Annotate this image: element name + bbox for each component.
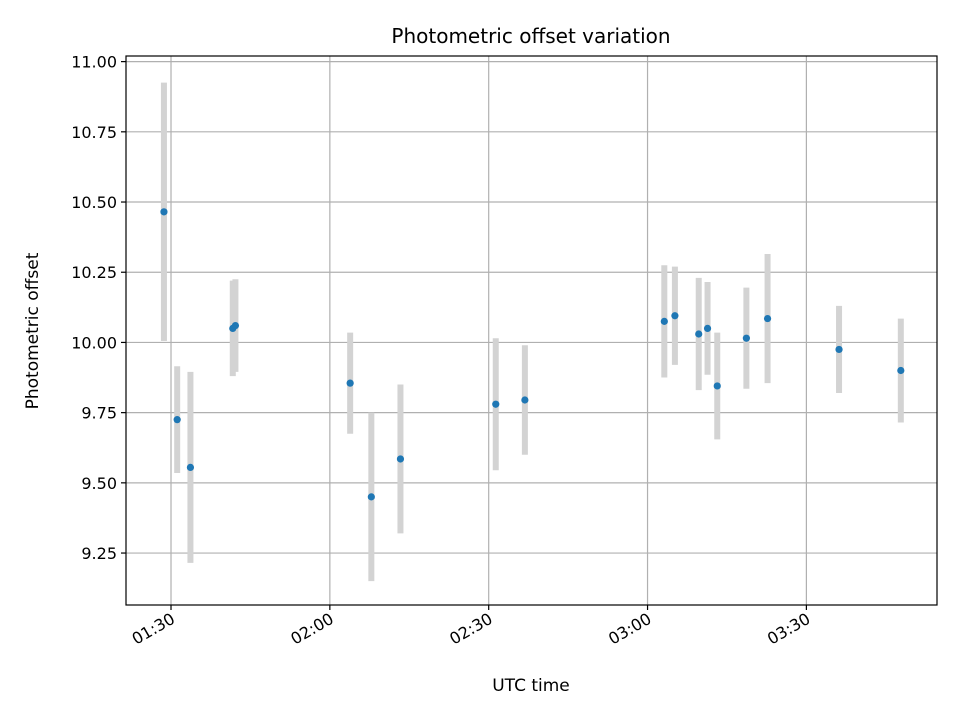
data-point (703, 324, 712, 332)
plot-frame (125, 55, 938, 606)
y-axis-label: Photometric offset (23, 252, 43, 409)
data-point (367, 493, 375, 501)
y-tick-label: 9.25 (81, 544, 117, 563)
data-point (897, 366, 905, 375)
data-point (660, 317, 668, 325)
y-tick-label: 9.50 (81, 474, 117, 493)
data-point (521, 396, 529, 404)
data-point (396, 455, 405, 463)
data-point (763, 314, 772, 323)
data-point (695, 330, 703, 338)
y-tick-label: 11.00 (71, 53, 117, 72)
y-tick-label: 9.75 (81, 404, 117, 423)
grid (126, 56, 937, 605)
data-point (173, 416, 181, 424)
data-point (835, 345, 843, 354)
data-point (346, 379, 354, 387)
data-point (671, 312, 679, 320)
y-tick-label: 10.00 (71, 333, 117, 352)
data-point (186, 463, 195, 471)
chart-title: Photometric offset variation (391, 24, 670, 48)
data-point (713, 382, 721, 390)
data-point (231, 321, 240, 330)
data-point (742, 334, 750, 342)
x-axis-label: UTC time (492, 676, 570, 696)
data-point (160, 208, 168, 216)
y-tick-label: 10.50 (71, 193, 117, 212)
y-tick-label: 10.75 (71, 123, 117, 142)
y-tick-label: 10.25 (71, 263, 117, 282)
data-point (492, 400, 500, 408)
data-points (160, 208, 905, 501)
